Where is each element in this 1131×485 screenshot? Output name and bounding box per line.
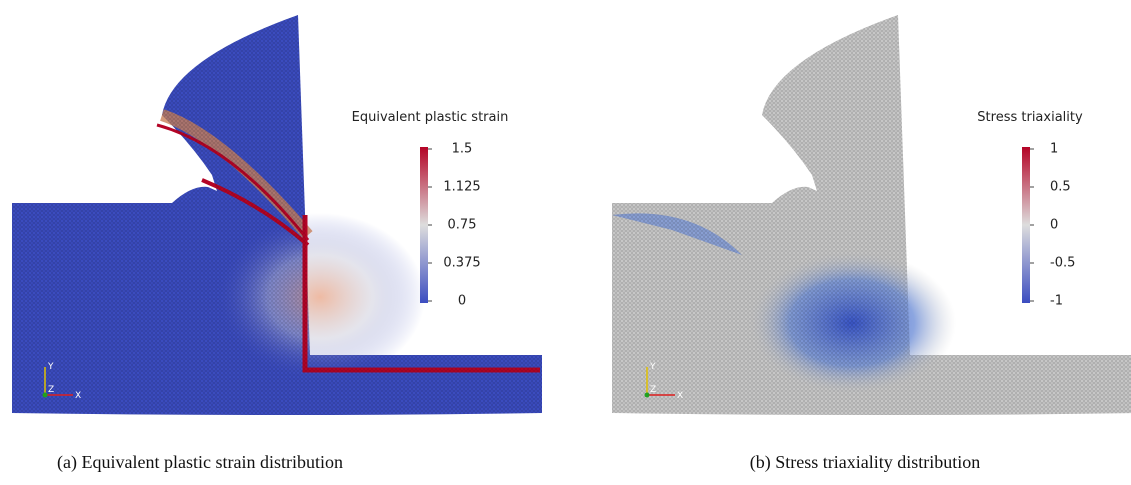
caption: (b) Stress triaxiality distribution [750,452,980,473]
colorbar-tick-label: 0 [458,294,466,309]
panel-a [12,15,542,415]
axis-label: Z [650,385,656,395]
figure: Equivalent plastic strain 1.5 1.125 0.75 0.3… [0,0,1131,485]
caption: (a) Equivalent plastic strain distributi… [57,452,343,473]
panel-b [612,15,1131,415]
axis-z [645,393,650,398]
axis-label: X [75,391,81,401]
colorbar-title: Equivalent plastic strain [352,110,509,125]
colorbar-tick-label: 0.5 [1050,180,1071,195]
colorbar-tick-label: 1.125 [443,180,480,195]
colorbar-tick-label: 1.5 [452,142,473,157]
axis-label: Y [47,362,54,372]
colorbar-tick-label: 0 [1050,218,1058,233]
colorbar-tick-label: 0.75 [448,218,477,233]
colorbar-tick-label: 1 [1050,142,1058,157]
colorbar-tick-label: -1 [1050,294,1063,309]
axis-label: X [677,391,683,401]
colorbar-tick-label: -0.5 [1050,256,1075,271]
colorbar-title: Stress triaxiality [977,110,1083,125]
colorbar [420,147,428,303]
axis-z [43,393,48,398]
axis-label: Y [649,362,656,372]
colorbar [1022,147,1030,303]
axis-label: Z [48,385,54,395]
colorbar-tick-label: 0.375 [443,256,480,271]
